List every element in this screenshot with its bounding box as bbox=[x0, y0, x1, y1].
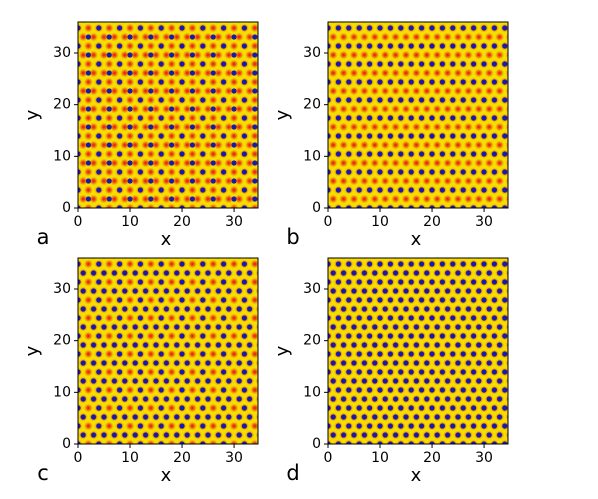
x-tick-label: 10 bbox=[121, 214, 139, 230]
y-tick-label: 20 bbox=[303, 333, 321, 349]
y-tick-label: 30 bbox=[53, 281, 71, 297]
x-tick-label: 20 bbox=[173, 214, 191, 230]
x-tick-label: 0 bbox=[324, 450, 333, 466]
y-tick-label: 20 bbox=[303, 97, 321, 113]
x-tick-label: 0 bbox=[74, 450, 83, 466]
x-tick-label: 30 bbox=[225, 450, 243, 466]
x-tick-label: 0 bbox=[74, 214, 83, 230]
y-tick-label: 10 bbox=[53, 384, 71, 400]
image bbox=[78, 258, 258, 444]
x-tick-label: 10 bbox=[371, 450, 389, 466]
x-tick-label: 10 bbox=[121, 450, 139, 466]
image bbox=[328, 258, 508, 444]
y-axis-label: y bbox=[22, 109, 43, 120]
y-axis-label: y bbox=[22, 345, 43, 356]
x-axis-label: x bbox=[161, 229, 172, 250]
y-tick-label: 10 bbox=[303, 148, 321, 164]
axes-frame bbox=[77, 21, 259, 209]
x-axis-label: x bbox=[411, 229, 422, 250]
x-tick-label: 10 bbox=[371, 214, 389, 230]
y-tick-label: 30 bbox=[303, 45, 321, 61]
x-tick-label: 30 bbox=[475, 214, 493, 230]
x-tick-label: 20 bbox=[423, 214, 441, 230]
axes-frame bbox=[327, 21, 509, 209]
panel-label: b bbox=[286, 225, 299, 249]
panel-label: a bbox=[37, 225, 50, 249]
y-tick-label: 0 bbox=[62, 436, 71, 452]
image bbox=[78, 22, 258, 208]
y-tick-label: 20 bbox=[53, 97, 71, 113]
y-tick-label: 10 bbox=[303, 384, 321, 400]
axes-frame bbox=[327, 257, 509, 445]
y-tick-label: 30 bbox=[303, 281, 321, 297]
x-tick-label: 30 bbox=[475, 450, 493, 466]
panel-label: c bbox=[37, 461, 49, 485]
x-axis-label: x bbox=[161, 465, 172, 486]
image bbox=[328, 22, 508, 208]
y-axis-label: y bbox=[272, 109, 293, 120]
y-tick-label: 0 bbox=[312, 200, 321, 216]
y-tick-label: 0 bbox=[312, 436, 321, 452]
y-tick-label: 0 bbox=[62, 200, 71, 216]
panel-label: d bbox=[286, 461, 299, 485]
y-tick-label: 20 bbox=[53, 333, 71, 349]
x-axis-label: x bbox=[411, 465, 422, 486]
y-tick-label: 30 bbox=[53, 45, 71, 61]
axes-frame bbox=[77, 257, 259, 445]
x-tick-label: 20 bbox=[173, 450, 191, 466]
y-tick-label: 10 bbox=[53, 148, 71, 164]
y-axis-label: y bbox=[272, 345, 293, 356]
x-tick-label: 30 bbox=[225, 214, 243, 230]
x-tick-label: 0 bbox=[324, 214, 333, 230]
x-tick-label: 20 bbox=[423, 450, 441, 466]
